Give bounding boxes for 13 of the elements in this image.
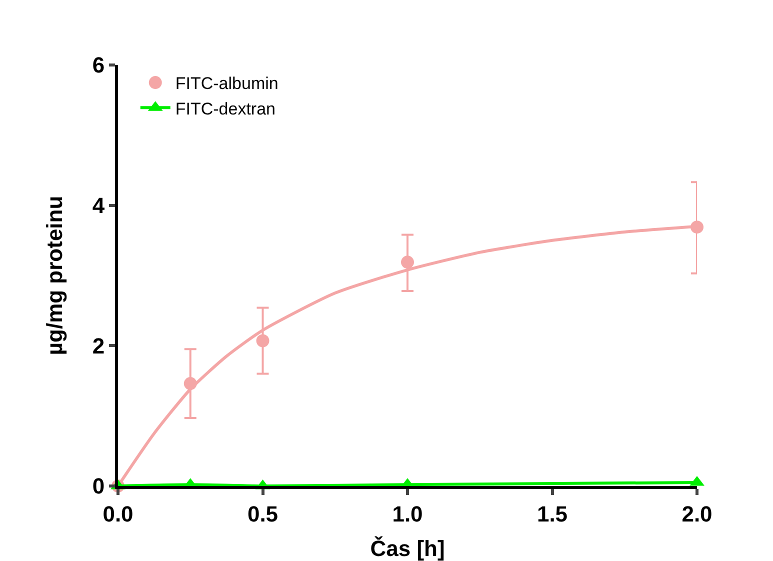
x-tick-label: 0.0 bbox=[102, 501, 134, 526]
x-tick-label: 1.5 bbox=[536, 501, 568, 526]
y-tick-label: 4 bbox=[92, 193, 106, 218]
x-axis-title: Čas [h] bbox=[370, 536, 445, 561]
x-tick-label: 1.0 bbox=[392, 501, 423, 526]
x-tick-label: 2.0 bbox=[682, 501, 712, 526]
legend-label: FITC-dextran bbox=[175, 99, 276, 118]
y-tick-label: 0 bbox=[92, 474, 105, 499]
y-tick-label: 2 bbox=[92, 333, 105, 358]
legend-label: FITC-albumin bbox=[175, 74, 278, 94]
y-axis-title: µg/mg proteinu bbox=[42, 196, 67, 356]
y-tick-label: 6 bbox=[92, 52, 105, 78]
x-tick-label: 0.5 bbox=[247, 501, 278, 526]
